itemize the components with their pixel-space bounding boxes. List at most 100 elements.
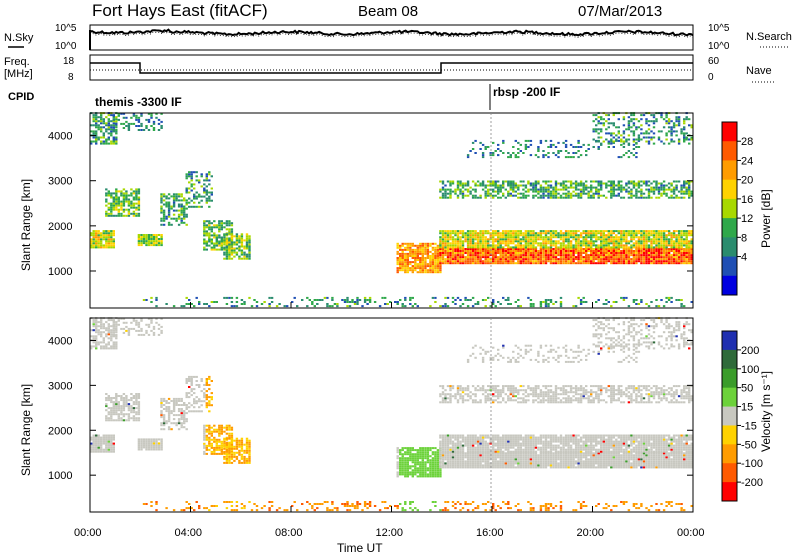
- power-cell: [429, 259, 432, 261]
- power-cell: [459, 258, 462, 261]
- velocity-cell: [160, 442, 163, 445]
- power-cell: [441, 180, 445, 183]
- power-cell: [514, 154, 517, 157]
- power-cell: [670, 244, 673, 247]
- power-cell: [574, 250, 578, 252]
- power-cell: [439, 188, 442, 191]
- power-cell: [587, 240, 590, 243]
- power-cell: [630, 194, 633, 197]
- power-cell: [142, 240, 146, 243]
- power-cell: [368, 301, 372, 303]
- velocity-cell: [160, 331, 163, 334]
- power-cell: [647, 256, 651, 259]
- power-cell: [569, 256, 573, 259]
- velocity-cell: [160, 428, 163, 431]
- power-cell: [122, 196, 126, 199]
- power-cell: [670, 240, 673, 243]
- power-cell: [595, 130, 598, 133]
- velocity-cell: [406, 449, 409, 452]
- power-cell: [444, 258, 447, 261]
- power-cell: [595, 252, 598, 254]
- velocity-cell: [230, 455, 234, 458]
- power-cell: [564, 244, 568, 247]
- power-cell: [592, 244, 595, 247]
- power-cell: [559, 236, 563, 239]
- power-cell: [504, 256, 507, 259]
- power-cell: [424, 269, 427, 272]
- power-cell: [549, 146, 553, 148]
- power-cell: [326, 296, 329, 299]
- power-cell: [660, 258, 663, 261]
- power-cell: [230, 230, 234, 233]
- velocity-cell: [195, 396, 198, 399]
- velocity-cell: [193, 398, 196, 401]
- power-cell: [130, 204, 133, 207]
- power-cell: [105, 194, 108, 197]
- power-cell: [690, 190, 693, 193]
- power-cell: [665, 114, 668, 117]
- power-cell: [112, 136, 115, 139]
- power-cell: [647, 140, 651, 143]
- power-cell: [524, 230, 528, 233]
- power-cell: [461, 262, 465, 265]
- power-cell: [142, 236, 146, 238]
- power-cell: [429, 305, 432, 308]
- power-cell: [552, 186, 555, 189]
- velocity-cell: [102, 440, 105, 443]
- power-cell: [416, 246, 419, 249]
- velocity-cell: [245, 439, 249, 442]
- power-cell: [507, 232, 510, 235]
- power-cell: [612, 238, 615, 241]
- velocity-cell: [135, 399, 138, 402]
- velocity-cell: [92, 335, 95, 338]
- power-cell: [527, 248, 530, 250]
- power-cell: [514, 186, 517, 189]
- power-cell: [100, 122, 103, 125]
- power-cell: [444, 260, 447, 263]
- power-cell: [577, 262, 580, 265]
- power-cell: [607, 242, 610, 245]
- power-cell: [532, 260, 535, 263]
- power-cell: [557, 196, 560, 199]
- power-cell: [539, 186, 543, 189]
- power-cell: [459, 230, 462, 233]
- power-cell: [652, 192, 656, 195]
- power-cell: [228, 249, 231, 252]
- velocity-cell: [172, 402, 176, 404]
- power-cell: [248, 249, 251, 252]
- power-cell: [519, 238, 522, 241]
- power-cell: [672, 122, 676, 125]
- power-cell: [459, 242, 462, 245]
- power-cell: [208, 205, 211, 208]
- power-cell: [677, 250, 681, 252]
- velocity-cell: [401, 455, 404, 458]
- velocity-cell: [409, 449, 412, 452]
- power-cell: [665, 192, 668, 195]
- velocity-cell: [112, 345, 115, 348]
- power-cell: [544, 260, 548, 263]
- power-cell: [499, 250, 502, 252]
- velocity-cell: [404, 451, 407, 454]
- velocity-cell: [97, 325, 100, 328]
- power-cell: [683, 250, 686, 252]
- power-cell: [167, 213, 171, 216]
- power-cell: [532, 303, 535, 305]
- velocity-cell: [421, 473, 424, 476]
- power-cell: [574, 236, 578, 239]
- power-cell: [602, 232, 605, 235]
- power-cell: [117, 190, 120, 193]
- power-cell: [421, 242, 424, 245]
- power-cell: [105, 232, 108, 235]
- velocity-cell: [218, 432, 221, 435]
- power-cell: [652, 186, 656, 189]
- power-cell: [514, 194, 517, 197]
- velocity-cell: [97, 444, 100, 447]
- power-cell: [439, 190, 442, 193]
- power-cell: [562, 186, 565, 189]
- power-cell: [245, 245, 249, 248]
- power-cell: [620, 246, 623, 249]
- power-cell: [567, 156, 570, 159]
- power-cell: [396, 252, 399, 255]
- power-cell: [301, 299, 304, 301]
- power-cell: [331, 296, 334, 299]
